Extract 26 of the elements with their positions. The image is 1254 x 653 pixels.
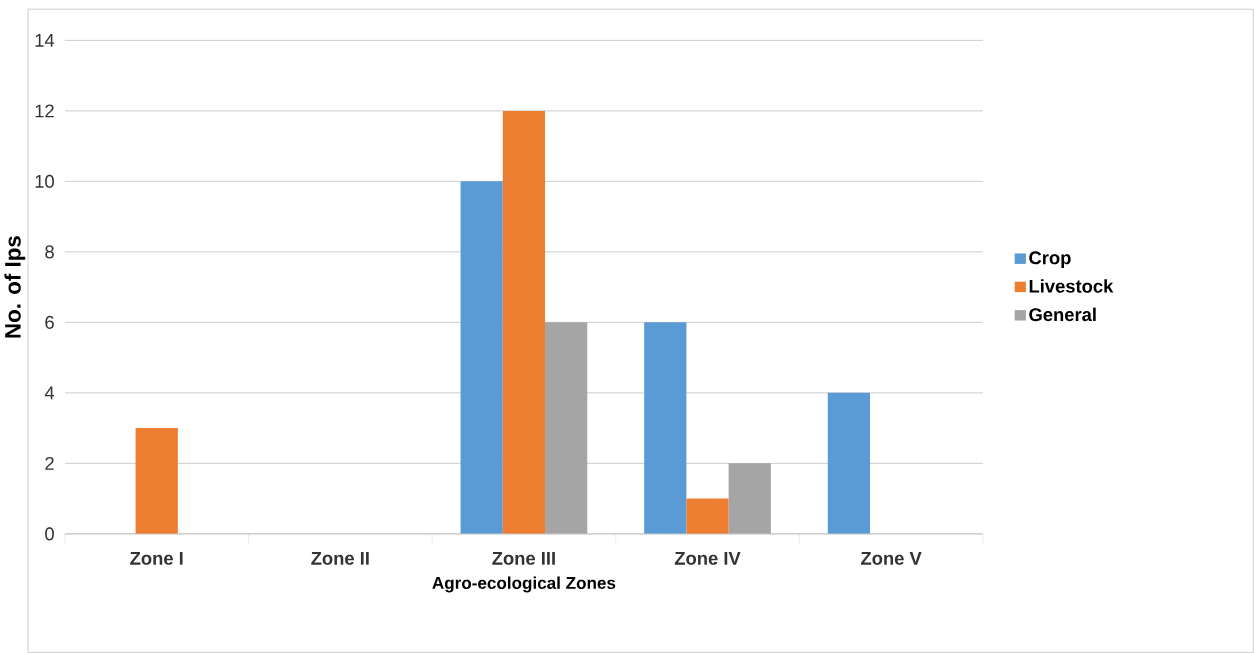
- y-tick-label: 8: [45, 245, 54, 259]
- y-tick-label: 0: [45, 527, 54, 541]
- bar: [460, 181, 503, 534]
- y-tick-label: 12: [35, 104, 54, 118]
- bar: [686, 498, 729, 534]
- y-tick-label: 10: [35, 174, 54, 188]
- x-tick-label: Zone II: [311, 551, 369, 565]
- y-tick-label: 2: [45, 456, 54, 470]
- x-tick-label: Zone I: [130, 551, 183, 565]
- x-tick-label: Zone V: [861, 551, 922, 565]
- x-tick-label: Zone IV: [674, 551, 741, 565]
- bar: [644, 322, 687, 534]
- y-tick-label: 4: [44, 386, 55, 400]
- legend-label: Crop: [1029, 251, 1071, 268]
- y-tick-label: 14: [35, 34, 55, 47]
- x-axis-title: Agro-ecological Zones: [432, 576, 616, 593]
- x-tick-label: Zone III: [492, 551, 555, 565]
- bar: [502, 110, 546, 534]
- bar: [827, 392, 871, 534]
- bar: [728, 463, 771, 534]
- y-axis-title: No. of Ips: [4, 236, 26, 338]
- bar: [545, 322, 588, 534]
- legend-label: General: [1029, 307, 1096, 322]
- y-tick-label: 6: [45, 315, 54, 329]
- bar: [135, 428, 178, 534]
- legend-label: Livestock: [1029, 279, 1114, 293]
